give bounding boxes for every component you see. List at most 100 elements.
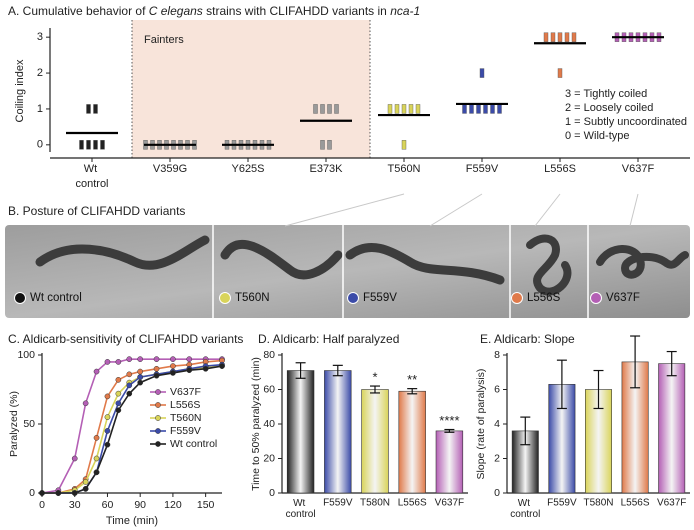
x-tick-label: T580N	[583, 498, 613, 509]
point	[93, 104, 98, 114]
point	[564, 32, 570, 42]
marker	[115, 376, 122, 383]
y-tick-label: 6	[494, 383, 500, 395]
marker	[126, 382, 133, 389]
point	[550, 32, 556, 42]
x-tick-label: 150	[197, 499, 215, 511]
legend-text: 0 = Wild-type	[565, 130, 630, 142]
legend-marker	[155, 389, 161, 395]
marker	[82, 479, 89, 485]
point	[497, 104, 502, 114]
y-tick-label: 20	[263, 452, 275, 464]
point	[394, 104, 400, 114]
x-tick-label: L556S	[621, 498, 650, 509]
x-tick-label: 0	[39, 499, 45, 511]
point	[401, 104, 407, 114]
y-tick-label: 4	[494, 418, 500, 430]
fainters-region	[132, 20, 370, 158]
label-dot	[14, 292, 26, 304]
legend-text: 2 = Loosely coiled	[565, 102, 653, 114]
worm	[345, 242, 505, 285]
point	[86, 104, 91, 114]
marker	[170, 356, 176, 362]
connectors	[284, 193, 639, 227]
marker	[71, 455, 78, 462]
bar	[435, 430, 464, 494]
x-tick-label: 90	[134, 499, 146, 511]
worm	[596, 245, 689, 279]
point	[100, 140, 105, 150]
x-tick-label: E373K	[309, 163, 343, 175]
point	[79, 140, 84, 150]
label-dot	[347, 292, 359, 304]
title-part: C elegans	[149, 4, 203, 18]
point	[327, 140, 332, 150]
point	[334, 104, 339, 114]
connector	[629, 193, 639, 227]
marker	[137, 379, 144, 386]
point	[408, 104, 414, 114]
worm	[35, 235, 210, 270]
bar	[361, 389, 389, 494]
point	[557, 32, 563, 42]
legend-marker	[155, 415, 161, 421]
marker	[39, 490, 45, 496]
marker	[104, 393, 111, 400]
label-dot	[590, 292, 602, 304]
title-part: A. Cumulative behavior of	[8, 4, 149, 18]
worms	[35, 234, 689, 296]
marker	[104, 428, 111, 434]
y-tick-label: 0	[494, 487, 500, 499]
y-tick-label: 60	[263, 383, 275, 395]
worm	[526, 234, 572, 296]
x-tick-label: V637F	[657, 498, 686, 509]
marker	[104, 359, 111, 365]
x-tick-label: 30	[69, 499, 81, 511]
legend-text: L556S	[170, 399, 200, 411]
bar	[324, 370, 352, 494]
error-bar	[295, 362, 306, 379]
marker	[115, 400, 122, 407]
point	[571, 32, 577, 42]
panel-a-title: A. Cumulative behavior of C elegans stra…	[8, 4, 420, 18]
marker	[115, 390, 122, 397]
point	[320, 104, 325, 114]
photo-label: Wt control	[30, 292, 82, 304]
y-tick-label: 8	[494, 349, 500, 361]
x-axis-label: Time (min)	[106, 515, 158, 527]
y-tick-label: 3	[37, 31, 43, 43]
error-bar	[630, 335, 641, 389]
x-tick-label: T560N	[387, 163, 420, 175]
point	[483, 104, 488, 114]
x-tick-label: V637F	[622, 163, 655, 175]
panel-title: D. Aldicarb: Half paralyzed	[258, 332, 399, 346]
photo-label: F559V	[363, 292, 397, 304]
legend-text: Wt control	[170, 438, 217, 450]
x-tick-label: V359G	[153, 163, 187, 175]
error-bar	[370, 385, 380, 394]
panel-title: C. Aldicarb-sensitivity of CLIFAHDD vari…	[8, 332, 243, 346]
y-tick-label: 0	[269, 487, 275, 499]
point	[93, 140, 98, 150]
y-tick-label: 50	[23, 418, 35, 430]
error-bar	[593, 369, 604, 410]
point	[401, 140, 407, 150]
marker	[137, 374, 144, 380]
marker	[170, 370, 176, 376]
marker	[153, 365, 160, 372]
significance: ****	[439, 413, 459, 428]
marker	[82, 486, 89, 492]
marker	[126, 390, 133, 397]
point	[320, 140, 325, 150]
x-tick-label: Wt control	[75, 163, 108, 190]
x-tick-label: Y625S	[231, 163, 264, 175]
point	[415, 104, 421, 114]
error-bar	[556, 359, 567, 410]
x-tick-label: F559V	[323, 498, 353, 509]
marker	[126, 371, 133, 378]
y-tick-label: 40	[263, 418, 275, 430]
legend-marker	[155, 441, 161, 447]
y-axis-label: Paralyzed (%)	[8, 391, 20, 457]
